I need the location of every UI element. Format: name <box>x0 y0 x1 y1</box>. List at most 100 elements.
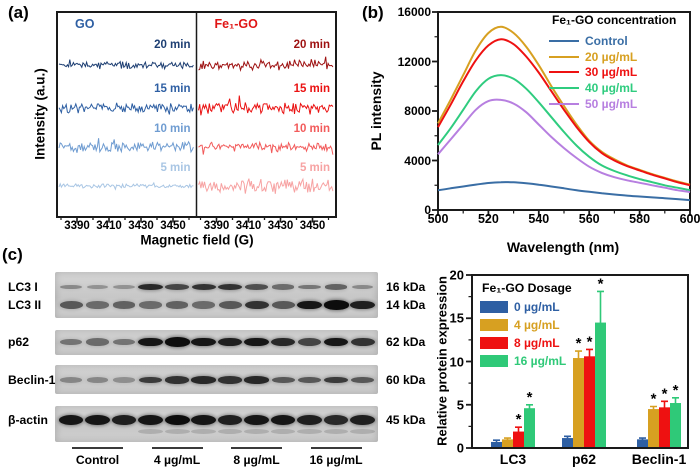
protein-band <box>191 376 216 384</box>
protein-band <box>86 377 109 383</box>
pl-x-tick-label: 540 <box>528 212 550 226</box>
protein-band <box>165 376 189 384</box>
bar-y-tick-label: 20 <box>449 267 464 283</box>
bar-y-axis-title: Relative protein expression <box>434 276 450 446</box>
protein-band <box>323 337 349 347</box>
blot-kda-label: 60 kDa <box>386 373 426 387</box>
blot-group-label: 16 µg/mL <box>309 453 363 467</box>
pl-x-tick-label: 500 <box>427 212 449 226</box>
pl-y-tick-label: 4000 <box>404 153 431 168</box>
protein-band <box>112 301 136 309</box>
pl-curve <box>437 98 691 194</box>
bar <box>595 322 606 447</box>
epr-x-tick-label: 3430 <box>128 220 154 232</box>
protein-band <box>270 414 296 426</box>
blot-kda-label: 14 kDa <box>386 298 426 312</box>
bar-category-label: Beclin-1 <box>631 451 687 467</box>
blot-group-underline <box>151 447 203 449</box>
protein-band <box>86 284 109 290</box>
protein-band <box>270 337 296 347</box>
significance-asterisk: * <box>527 389 533 406</box>
epr-noise-trace <box>58 59 194 71</box>
epr-trace-time-label: 15 min <box>154 83 191 95</box>
protein-band <box>244 300 269 310</box>
bar <box>648 409 659 447</box>
bar <box>513 431 524 447</box>
protein-band <box>191 284 216 290</box>
epr-x-tick-label: 3390 <box>203 220 230 232</box>
error-bar <box>639 437 646 442</box>
protein-band <box>139 301 162 309</box>
epr-noise-trace <box>58 138 194 154</box>
protein-band <box>113 284 135 290</box>
significance-asterisk: * <box>576 335 582 352</box>
bar <box>573 358 584 447</box>
protein-band <box>165 301 189 309</box>
protein-band <box>111 415 137 425</box>
pl-x-tick-label: 520 <box>477 212 499 226</box>
epr-x-tick-label: 3410 <box>235 220 262 232</box>
protein-band <box>165 284 189 290</box>
pl-y-tick-label: 8000 <box>404 104 431 118</box>
pl-y-tick-label: 16000 <box>397 5 431 19</box>
pl-x-tick-label: 600 <box>679 212 700 226</box>
protein-band <box>350 337 375 347</box>
blot-group-label: 4 µg/mL <box>153 453 201 467</box>
epr-trace-time-label: 10 min <box>293 123 330 135</box>
epr-trace-time-label: 5 min <box>299 162 330 174</box>
protein-band <box>86 338 109 346</box>
western-blot-strip <box>55 330 378 355</box>
panel-b-letter: (b) <box>362 3 384 22</box>
protein-band <box>323 415 349 425</box>
protein-band <box>59 301 83 309</box>
protein-band <box>59 338 83 346</box>
bar-y-tick-label: 0 <box>456 440 464 456</box>
significance-asterisk: * <box>673 382 679 399</box>
western-blot-strip <box>55 365 378 394</box>
pl-legend-line-swatch <box>549 86 579 90</box>
significance-asterisk: * <box>651 390 657 407</box>
panel-c-letter: (c) <box>2 245 23 264</box>
epr-noise-trace <box>58 181 194 191</box>
panel-a-letter: (a) <box>8 3 29 22</box>
significance-asterisk: * <box>598 275 604 292</box>
protein-band <box>60 377 82 383</box>
error-bar <box>672 397 679 405</box>
protein-band <box>271 301 295 309</box>
bar <box>670 403 681 447</box>
bar-legend-color-swatch <box>480 319 508 331</box>
pl-curve <box>437 25 691 186</box>
protein-band <box>217 337 243 347</box>
epr-trace-time-label: 20 min <box>154 39 191 51</box>
protein-band <box>350 415 375 425</box>
bar-legend-color-swatch <box>480 337 508 349</box>
epr-x-axis-title: Magnetic field (G) <box>140 232 254 248</box>
bar-legend-title: Fe₁-GO Dosage <box>482 281 572 295</box>
epr-subpanel-title: Fe₁-GO <box>214 17 258 31</box>
bar <box>562 438 573 447</box>
epr-x-tick-label: 3410 <box>96 220 122 232</box>
protein-band <box>244 414 269 426</box>
blot-row-label: LC3 I <box>8 280 38 294</box>
protein-band <box>350 300 375 310</box>
pl-y-tick-label: 12000 <box>397 54 431 69</box>
protein-band <box>298 284 321 290</box>
protein-band <box>191 414 216 426</box>
bar-category-label: p62 <box>571 451 597 467</box>
protein-band <box>217 415 243 425</box>
bar <box>524 408 535 447</box>
protein-band <box>324 376 348 384</box>
protein-band <box>218 284 242 290</box>
protein-band <box>218 376 242 384</box>
bar-category-label: LC3 <box>499 451 527 467</box>
blot-row-label: LC3 II <box>8 298 42 312</box>
faint-smear-band <box>297 429 322 434</box>
protein-band <box>218 301 242 309</box>
protein-band <box>112 338 136 346</box>
protein-band <box>244 376 269 384</box>
bar <box>502 439 513 447</box>
protein-band <box>297 300 322 310</box>
bar-legend-entry-label: 16 µg/mL <box>514 354 567 368</box>
protein-band <box>244 337 269 347</box>
